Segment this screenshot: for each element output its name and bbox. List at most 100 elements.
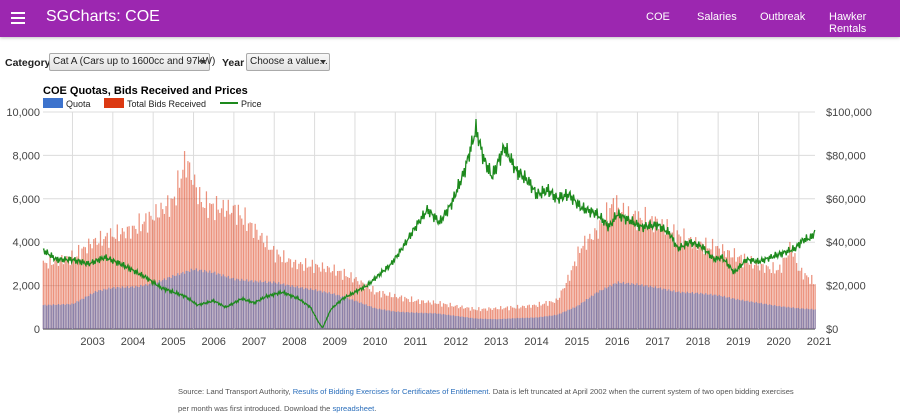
quota-bar (656, 288, 658, 329)
quota-bar (419, 312, 421, 329)
year-select-value: Choose a value... (250, 56, 328, 67)
nav-link-salaries[interactable]: Salaries (697, 11, 737, 23)
quota-bar (515, 318, 517, 329)
quota-bar (182, 271, 184, 329)
bids-bar (701, 243, 704, 329)
quota-bar (797, 307, 799, 329)
category-select[interactable]: Cat A (Cars up to 1600cc and 97kW) (49, 53, 215, 71)
quota-bar (177, 273, 179, 329)
bids-bar (94, 237, 97, 329)
quota-bar (257, 282, 260, 329)
quota-bar (489, 318, 492, 329)
quota-bar (316, 291, 319, 329)
quota-bar (62, 304, 65, 329)
nav-link-outbreak[interactable]: Outbreak (760, 11, 806, 23)
quota-bar (133, 287, 135, 329)
quota-bar (146, 285, 149, 329)
quota-bar (612, 283, 614, 329)
quota-bar (51, 305, 53, 329)
bids-bar (605, 202, 608, 329)
hamburger-menu-icon[interactable] (11, 12, 25, 24)
quota-bar (634, 285, 636, 329)
quota-bar (405, 312, 408, 329)
app-bar: SGCharts: COE COE Salaries Outbreak Hawk… (0, 0, 900, 37)
quota-bar (661, 289, 663, 329)
bids-bar (752, 268, 754, 329)
quota-bar (336, 294, 339, 329)
quota-bar (256, 281, 258, 329)
quota-bar (286, 284, 288, 329)
legend-label-bids: Total Bids Received (127, 99, 206, 109)
quota-bar (123, 287, 125, 329)
quota-bar (431, 313, 433, 329)
bids-bar (715, 246, 717, 329)
year-select[interactable]: Choose a value... (246, 53, 330, 71)
quota-bar (190, 268, 192, 329)
bids-bar (617, 207, 620, 329)
bids-bar (683, 228, 685, 329)
quota-bar (780, 307, 783, 329)
bids-bar (162, 209, 164, 329)
quota-bar (723, 295, 725, 329)
quota-bar (577, 305, 579, 329)
quota-bar (373, 307, 376, 329)
quota-bar (289, 286, 292, 329)
quota-bar (89, 293, 92, 329)
quota-bar (442, 314, 445, 329)
quota-bar (268, 281, 270, 329)
bids-bar (72, 258, 75, 329)
quota-bar (56, 304, 58, 329)
quota-bar (439, 313, 441, 329)
source-prefix: Source: Land Transport Authority, (178, 387, 293, 396)
quota-bar (782, 306, 784, 329)
bids-bar (64, 259, 66, 329)
bids-bar (372, 285, 374, 329)
bids-bar (555, 298, 557, 329)
nav-link-hawker-rentals[interactable]: Hawker Rentals (829, 11, 867, 35)
bids-bar (696, 249, 699, 329)
bids-bar (801, 267, 803, 329)
quota-bar (78, 301, 80, 329)
quota-bar (728, 297, 730, 329)
quota-bar (296, 286, 298, 329)
quota-bar (365, 304, 367, 329)
source-link[interactable]: Results of Bidding Exercises for Certifi… (292, 387, 489, 396)
quota-bar (274, 282, 276, 329)
quota-bar (627, 282, 630, 329)
spreadsheet-link[interactable]: spreadsheet (332, 404, 375, 413)
quota-bar (200, 269, 203, 329)
bids-bar (779, 264, 781, 329)
bids-bar (173, 196, 176, 329)
quota-bar (126, 286, 129, 329)
quota-bar (528, 318, 530, 329)
quota-bar (809, 309, 811, 329)
quota-bar (151, 284, 154, 329)
quota-bar (579, 305, 581, 329)
quota-bar (597, 292, 599, 329)
quota-bar (807, 309, 810, 329)
quota-bar (264, 280, 266, 329)
quota-bar (172, 274, 174, 329)
nav-link-coe[interactable]: COE (646, 11, 670, 23)
quota-bar (649, 285, 651, 329)
bids-bar (764, 272, 766, 329)
quota-bar (668, 289, 670, 329)
quota-bar (67, 304, 70, 329)
bids-bar (177, 170, 179, 329)
x-tick-label: 2006 (201, 336, 225, 348)
bids-bar (648, 221, 650, 329)
bids-bar (126, 226, 129, 329)
quota-bar (769, 304, 771, 329)
quota-bar (325, 292, 327, 329)
bids-bar (708, 248, 710, 329)
bids-bar (140, 231, 142, 329)
bids-bar (545, 300, 547, 329)
legend-swatch-quota (43, 98, 63, 108)
quota-bar (752, 301, 754, 329)
bids-bar (488, 307, 490, 329)
bids-bar (61, 255, 63, 329)
coe-chart: COE Quotas, Bids Received and Prices Quo… (6, 85, 872, 348)
bids-bar (642, 227, 645, 329)
x-tick-label: 2008 (282, 336, 306, 348)
quota-bar (464, 317, 467, 329)
